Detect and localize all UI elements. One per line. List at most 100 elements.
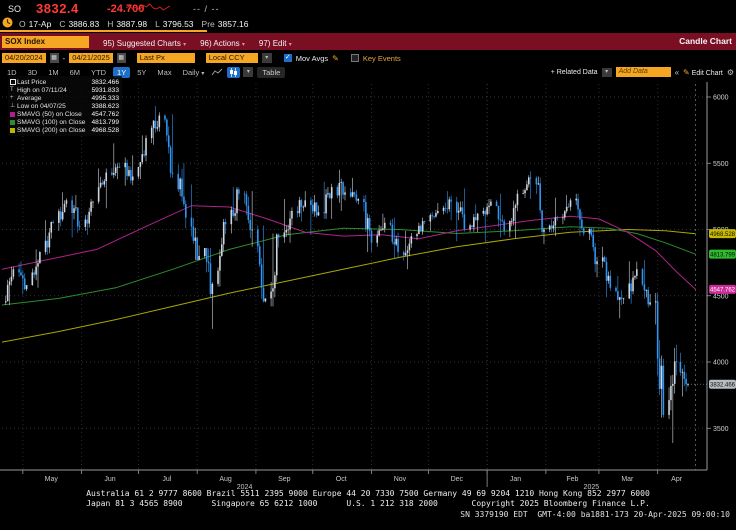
legend-marker-icon: T <box>10 87 14 93</box>
legend-row[interactable]: SMAVG (100) on Close 4813.799 <box>10 118 119 126</box>
table-button[interactable]: Table <box>257 66 286 78</box>
svg-text:Oct: Oct <box>336 476 347 483</box>
period-button-1m[interactable]: 1M <box>48 67 59 77</box>
mov-avgs-checkbox[interactable]: ✓ <box>283 54 292 62</box>
chart-type-dropdown[interactable]: ▾ <box>243 67 254 77</box>
period-button-1y[interactable]: 1Y <box>113 66 131 78</box>
legend-value: 5931.833 <box>91 86 119 94</box>
candle-chart-icon[interactable] <box>227 66 241 78</box>
svg-text:4968.528: 4968.528 <box>710 232 736 238</box>
svg-text:Mar: Mar <box>621 476 634 483</box>
period-button-3d[interactable]: 3D <box>27 67 38 77</box>
legend-value: 3832.466 <box>91 78 119 86</box>
legend-label: High on 07/11/24 <box>17 86 67 94</box>
key-events-checkbox[interactable] <box>350 54 359 62</box>
quote-field: L 3796.53 <box>155 18 194 29</box>
axis-badge: 4968.528 <box>709 229 736 239</box>
menu-item-edit[interactable]: 97) Edit ▾ <box>258 38 292 48</box>
screen-title: Candle Chart <box>679 36 732 46</box>
bid-ask-placeholder: -- / -- <box>193 4 220 14</box>
price-field-select[interactable]: Last Px <box>136 53 195 63</box>
add-data-input[interactable]: Add Data <box>615 67 671 77</box>
chevron-down-icon[interactable]: ▾ <box>261 53 272 63</box>
price-line: SO 3832.4 -24.700 -- / -- <box>0 1 736 16</box>
legend-label: SMAVG (100) on Close <box>17 118 86 126</box>
intraday-sparkline <box>126 3 170 11</box>
collapse-icon[interactable]: « <box>674 67 680 77</box>
period-button-5y[interactable]: 5Y <box>137 67 147 77</box>
date-from-field[interactable]: 04/20/2024 <box>2 53 46 63</box>
edit-chart-button[interactable]: ✎ Edit Chart <box>683 67 723 77</box>
gear-icon[interactable]: ⚙ <box>726 67 734 77</box>
legend-swatch-icon <box>10 79 17 85</box>
footer-session-info: SN 3379190 EDT GMT-4:00 ba1881-173 20-Ap… <box>460 510 730 519</box>
legend-row[interactable]: SMAVG (200) on Close 4968.528 <box>10 126 119 134</box>
svg-text:May: May <box>45 476 59 483</box>
security-input[interactable]: SOX Index <box>2 35 89 48</box>
legend-value: 4547.762 <box>91 110 119 118</box>
legend-label: Average <box>17 94 42 102</box>
price-chart[interactable]: 350040004500500055006000MayJunJulAugSepO… <box>0 79 736 492</box>
calendar-icon[interactable]: ▦ <box>49 53 59 63</box>
last-price: 3832.4 <box>36 1 79 16</box>
period-button-max[interactable]: Max <box>157 67 172 77</box>
svg-text:2024: 2024 <box>237 484 253 491</box>
legend-value: 4995.333 <box>91 94 119 102</box>
key-events-label[interactable]: Key Events <box>362 53 401 63</box>
legend-marker-icon: + <box>10 95 14 101</box>
legend-row[interactable]: + Average 4995.333 <box>10 94 119 102</box>
legend-swatch-icon <box>10 127 17 133</box>
legend-row[interactable]: ⊥ Low on 04/07/25 3388.623 <box>10 102 119 110</box>
svg-text:6000: 6000 <box>713 95 729 102</box>
frequency-select[interactable]: Daily ▾ <box>182 67 205 77</box>
security-header: SO 3832.4 -24.700 -- / -- O 17-Ap C 3886.83… <box>0 0 736 33</box>
edit-pencil-icon[interactable]: ✎ <box>332 53 339 63</box>
period-button-6m[interactable]: 6M <box>69 67 81 77</box>
legend-value: 4968.528 <box>91 126 119 134</box>
period-bar: 1D 3D 1M 6M YTD 1Y 5Y Max Daily ▾ ▾ Table <box>0 65 736 79</box>
footer-phones-2: Japan 81 3 4565 8900 Singapore 65 6212 1… <box>86 499 650 508</box>
legend-marker-icon: ⊥ <box>10 103 16 109</box>
legend-value: 3388.623 <box>91 102 119 110</box>
svg-text:Jan: Jan <box>510 476 521 483</box>
ohlc-fields: O 17-Ap C 3886.83 H 3887.98 L 3796.53 Pre 3857.16 <box>19 14 257 32</box>
price-change: -24.700 <box>107 3 145 15</box>
chart-legend[interactable]: Last Price 3832.466 T High on 07/11/24 5931.… <box>8 76 122 136</box>
chart-tools: + Related Data ▾ Add Data « ✎ Edit Chart… <box>551 66 734 78</box>
quote-line: O 17-Ap C 3886.83 H 3887.98 L 3796.53 Pre 3857.16 <box>0 16 736 29</box>
quote-field: C 3886.83 <box>59 18 100 29</box>
related-data-button[interactable]: + Related Data <box>550 68 598 76</box>
axis-badge: 4547.762 <box>709 284 736 294</box>
legend-label: SMAVG (200) on Close <box>17 126 86 134</box>
calendar-icon[interactable]: ▦ <box>116 53 126 63</box>
svg-text:2025: 2025 <box>584 484 600 491</box>
legend-row[interactable]: SMAVG (50) on Close 4547.762 <box>10 110 119 118</box>
period-button-ytd[interactable]: YTD <box>91 67 107 77</box>
menu-item-actions[interactable]: 96) Actions ▾ <box>200 38 245 48</box>
legend-row[interactable]: T High on 07/11/24 5931.833 <box>10 86 119 94</box>
axis-badge: 3832.466 <box>709 379 736 389</box>
currency-select[interactable]: Local CCY <box>205 53 258 63</box>
quote-field: H 3887.98 <box>107 18 148 29</box>
legend-row[interactable]: Last Price 3832.466 <box>10 78 119 86</box>
svg-text:Feb: Feb <box>566 476 578 483</box>
mov-avgs-label[interactable]: Mov Avgs <box>295 53 329 63</box>
quote-field: Pre 3857.16 <box>201 18 249 29</box>
date-to-field[interactable]: 04/21/2025 <box>69 53 113 63</box>
legend-label: SMAVG (50) on Close <box>17 110 82 118</box>
svg-text:4547.762: 4547.762 <box>710 288 736 294</box>
legend-label: Last Price <box>17 78 47 86</box>
legend-value: 4813.799 <box>91 118 119 126</box>
menu-item-suggested-charts[interactable]: 95) Suggested Charts ▾ <box>103 38 187 48</box>
axis-badge: 4813.799 <box>709 249 736 259</box>
clock-icon <box>2 17 13 28</box>
legend-label: Low on 04/07/25 <box>17 102 66 110</box>
svg-text:Jun: Jun <box>104 476 115 483</box>
date-range-dash: - <box>62 53 66 63</box>
period-button-1d[interactable]: 1D <box>7 67 17 77</box>
svg-text:Nov: Nov <box>394 476 407 483</box>
chevron-down-icon[interactable]: ▾ <box>601 67 612 77</box>
svg-text:Aug: Aug <box>219 476 232 483</box>
line-chart-icon[interactable] <box>211 67 224 78</box>
